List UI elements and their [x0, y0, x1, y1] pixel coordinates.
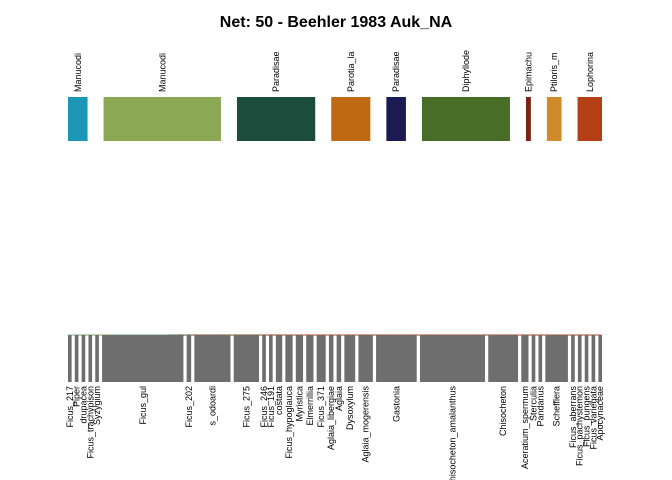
chart-title: Net: 50 - Beehler 1983 Auk_NA [219, 14, 453, 31]
lower-box-3 [88, 335, 93, 382]
lower-label-4: Syzygium [92, 386, 102, 425]
lower-label-0: Ficus_217 [65, 386, 75, 428]
lower-label-18: Dysoxylum [345, 386, 355, 430]
lower-box-25 [538, 335, 543, 382]
higher-label-6: Epimachu [523, 52, 533, 92]
lower-box-26 [545, 335, 568, 382]
lower-box-10 [269, 335, 273, 382]
higher-label-0: Manucodi [73, 53, 83, 92]
lower-box-11 [275, 335, 283, 382]
lower-box-7 [194, 335, 231, 382]
lower-label-24: Sterculia [528, 386, 538, 421]
lower-box-28 [577, 335, 582, 382]
lower-label-20: Gastonia [391, 386, 401, 422]
higher-label-7: Ptiloris_m [549, 52, 559, 92]
higher-box-7 [546, 97, 562, 141]
lower-label-26: Schefflera [552, 386, 562, 426]
lower-label-7: s_odoardi [207, 386, 217, 426]
lower-label-31: Apocynaceae [595, 386, 605, 441]
lower-label-14: Elmerrillia [305, 386, 315, 426]
higher-box-2 [236, 97, 316, 141]
lower-box-24 [531, 335, 536, 382]
lower-box-8 [233, 335, 260, 382]
lower-box-20 [376, 335, 417, 382]
lower-label-5: Ficus_gul [138, 386, 148, 425]
lower-label-1: Piper [72, 386, 82, 407]
lower-box-2 [81, 335, 86, 382]
lower-box-9 [262, 335, 266, 382]
higher-box-8 [577, 97, 602, 141]
higher-label-1: Manucodi [157, 53, 167, 92]
lower-box-1 [74, 335, 79, 382]
lower-label-11: costata [274, 386, 284, 415]
lower-box-29 [584, 335, 589, 382]
higher-box-6 [525, 97, 531, 141]
lower-box-16 [328, 335, 334, 382]
lower-label-23: Aceratium_spermum [520, 386, 530, 469]
lower-label-15: Ficus_371 [316, 386, 326, 428]
lower-box-18 [344, 335, 356, 382]
higher-box-5 [421, 97, 510, 141]
lower-box-15 [316, 335, 326, 382]
higher-box-0 [68, 97, 88, 141]
lower-box-30 [591, 335, 596, 382]
lower-label-19: Aglaia_mogerensis [361, 386, 371, 463]
higher-label-8: Lophorina [585, 52, 595, 92]
higher-label-2: Paradisae [271, 51, 281, 92]
lower-box-6 [186, 335, 192, 382]
lower-box-21 [419, 335, 486, 382]
lower-box-23 [521, 335, 529, 382]
lower-box-4 [95, 335, 99, 382]
higher-box-1 [103, 97, 221, 141]
higher-label-5: Diphyllode [461, 50, 471, 92]
lower-level-boxes: Ficus_217Piper_drupaceaFicus_trachypison… [65, 335, 605, 480]
lower-label-27: Ficus_aberrans [568, 386, 578, 449]
higher-label-4: Paradisae [391, 51, 401, 92]
lower-label-30: Ficus_variegata [588, 386, 598, 450]
lower-box-19 [358, 335, 373, 382]
lower-label-2: _drupacea [78, 386, 88, 430]
lower-label-28: Ficus_pachystemon [575, 386, 585, 466]
lower-box-13 [295, 335, 304, 382]
lower-label-17: Aglaia [334, 386, 344, 411]
lower-label-21: Chisocheton_amalanthus [447, 386, 457, 480]
higher-label-3: Parotia_la [346, 51, 356, 92]
lower-label-16: Aglaia_libergiae [326, 386, 336, 450]
lower-label-6: Ficus_202 [184, 386, 194, 428]
lower-box-31 [598, 335, 602, 382]
lower-box-27 [571, 335, 575, 382]
lower-label-10: Ficus_191 [266, 386, 276, 428]
lower-label-13: Myristica [294, 386, 304, 422]
lower-label-25: Pandanus [535, 386, 545, 427]
lower-label-9: Ficus_246 [259, 386, 269, 428]
lower-box-5 [102, 335, 184, 382]
lower-box-12 [285, 335, 293, 382]
lower-box-22 [488, 335, 519, 382]
higher-box-4 [386, 97, 406, 141]
lower-box-0 [68, 335, 72, 382]
lower-label-29: Ficus_pungens [582, 386, 592, 448]
lower-box-14 [306, 335, 314, 382]
lower-label-12: Ficus_hypoglauca [284, 386, 294, 459]
higher-box-3 [331, 97, 371, 141]
lower-label-8: Ficus_275 [241, 386, 251, 428]
higher-level-boxes: Manucodi Manucodi Paradisae Parotia_la Parad… [68, 50, 602, 141]
lower-label-22: Chisocheton [498, 386, 508, 436]
lower-box-17 [336, 335, 342, 382]
lower-label-3: Ficus_trachypison [85, 386, 95, 459]
